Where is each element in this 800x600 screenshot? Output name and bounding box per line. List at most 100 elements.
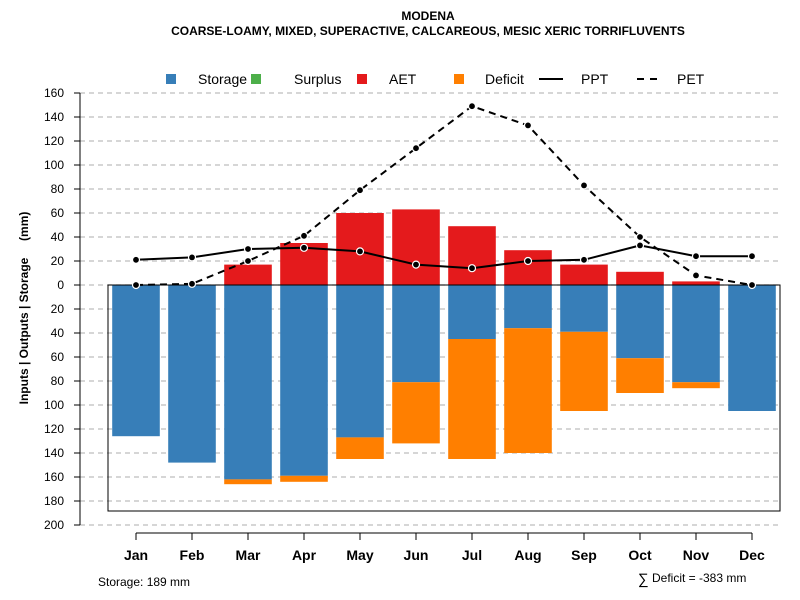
aet-bar — [504, 250, 552, 285]
x-tick-label: Apr — [292, 547, 317, 563]
y-tick-label: 0 — [57, 278, 64, 292]
storage-bar — [728, 285, 776, 411]
ppt-point — [523, 256, 533, 266]
storage-bar — [448, 285, 496, 339]
legend-swatch — [166, 74, 176, 84]
pet-point — [187, 279, 197, 288]
storage-bar — [112, 285, 160, 437]
legend-label: Surplus — [294, 71, 341, 87]
aet-bar — [672, 281, 720, 285]
pet-point — [691, 271, 701, 280]
y-tick-label: 100 — [44, 398, 64, 412]
deficit-bar — [560, 331, 608, 411]
y-tick-label: 20 — [51, 254, 65, 268]
y-tick-label: 100 — [44, 158, 64, 172]
x-tick-label: Jun — [404, 547, 429, 563]
storage-bar — [672, 285, 720, 383]
ppt-point — [747, 252, 757, 261]
series-lines — [131, 102, 757, 290]
deficit-bar — [504, 328, 552, 453]
y-tick-label: 80 — [51, 182, 65, 196]
deficit-bar — [392, 382, 440, 444]
chart-subtitle: COARSE-LOAMY, MIXED, SUPERACTIVE, CALCAR… — [171, 24, 685, 38]
storage-bar — [336, 285, 384, 438]
pet-point — [299, 231, 309, 240]
pet-point — [355, 186, 365, 195]
y-tick-label: 120 — [44, 134, 64, 148]
ppt-line — [135, 244, 752, 270]
x-tick-label: Jan — [124, 547, 148, 563]
ppt-point — [131, 255, 141, 264]
legend-label: PET — [677, 71, 705, 87]
y-tick-label: 80 — [51, 374, 65, 388]
x-tick-label: May — [346, 547, 373, 563]
aet-bar — [560, 264, 608, 285]
legend-label: AET — [389, 71, 417, 87]
ppt-point — [243, 244, 253, 254]
pet-point — [635, 232, 645, 242]
x-tick-label: Feb — [180, 547, 205, 563]
ppt-point — [691, 252, 701, 261]
y-tick-label: 60 — [51, 350, 65, 364]
x-tick-label: Sep — [571, 547, 597, 563]
y-tick-label: 120 — [44, 422, 64, 436]
x-axis: Jan Feb Mar Apr May Jun Jul Aug Sep Oct Nov Dec — [124, 532, 765, 563]
legend-label: Storage — [198, 71, 247, 87]
storage-bar — [392, 285, 440, 383]
chart-title: MODENA — [401, 9, 455, 23]
x-tick-label: Mar — [236, 547, 261, 563]
pet-point — [579, 181, 589, 190]
y-axis: 1601401201008060402002040608010012014016… — [44, 86, 81, 532]
deficit-bar — [224, 479, 272, 485]
y-tick-label: 140 — [44, 110, 64, 124]
aet-bar — [392, 209, 440, 285]
legend-swatch — [251, 74, 261, 84]
pet-point — [243, 256, 253, 266]
pet-point — [131, 280, 141, 290]
y-axis-label: Inputs | Outputs | Storage (mm) — [17, 212, 31, 405]
ppt-point — [579, 255, 589, 264]
legend-swatch — [357, 74, 367, 84]
aet-bar — [224, 264, 272, 285]
y-tick-label: 60 — [51, 206, 65, 220]
storage-bar — [616, 285, 664, 359]
storage-bar — [224, 285, 272, 480]
y-tick-label: 140 — [44, 446, 64, 460]
y-tick-label: 40 — [51, 326, 65, 340]
x-tick-label: Dec — [739, 547, 765, 563]
pet-point — [467, 102, 477, 111]
deficit-bar — [336, 437, 384, 459]
pet-point — [411, 144, 421, 153]
aet-bar — [616, 271, 664, 285]
pet-point — [747, 280, 757, 290]
deficit-bar — [616, 358, 664, 393]
legend-swatch — [454, 74, 464, 84]
storage-bar — [504, 285, 552, 329]
legend-label: PPT — [581, 71, 609, 87]
storage-bar — [560, 285, 608, 332]
y-tick-label: 20 — [51, 302, 65, 316]
y-tick-label: 160 — [44, 86, 64, 100]
deficit-note: Deficit = -383 mm — [652, 571, 746, 585]
ppt-point — [635, 241, 645, 250]
deficit-bar — [672, 382, 720, 389]
ppt-point — [467, 264, 477, 273]
pet-point — [523, 121, 533, 130]
aet-bar — [448, 226, 496, 285]
x-tick-label: Aug — [514, 547, 541, 563]
pet-line — [135, 105, 753, 286]
bars — [107, 209, 781, 512]
legend-label: Deficit — [485, 71, 524, 87]
deficit-bar — [280, 475, 328, 482]
storage-bar — [168, 285, 216, 463]
y-tick-label: 200 — [44, 518, 64, 532]
ppt-point — [187, 253, 197, 262]
ppt-point — [411, 260, 421, 269]
x-tick-label: Oct — [628, 547, 652, 563]
legend: Storage Surplus AET Deficit PPT PET — [166, 71, 705, 87]
ppt-point — [299, 243, 309, 252]
x-tick-label: Jul — [462, 547, 482, 563]
storage-note: Storage: 189 mm — [98, 575, 190, 589]
ppt-point — [355, 247, 365, 256]
